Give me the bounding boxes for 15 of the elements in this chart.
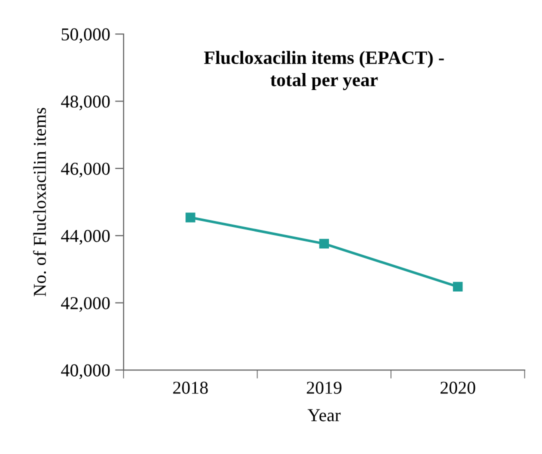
x-tick-label: 2020 [440, 382, 476, 394]
y-tick-label: 48,000 [61, 96, 110, 110]
x-tick-label: 2018 [173, 382, 208, 394]
y-tick-label: 50,000 [62, 28, 110, 44]
y-tick-label: 46,000 [61, 162, 110, 178]
y-tick-label: 40,000 [61, 364, 110, 380]
x-axis-title: Year [308, 409, 341, 422]
point [452, 282, 463, 292]
y-tick-label: 44,000 [61, 230, 110, 245]
x-tick-label: 2019 [306, 382, 342, 394]
point [186, 212, 196, 222]
text: Flucloxacilin items (EPACT) - total per year [204, 50, 444, 90]
point [319, 238, 329, 249]
y-tick-label: 42,000 [61, 297, 110, 312]
y-axis-title: No. of Flucloxacilin items [33, 108, 46, 296]
